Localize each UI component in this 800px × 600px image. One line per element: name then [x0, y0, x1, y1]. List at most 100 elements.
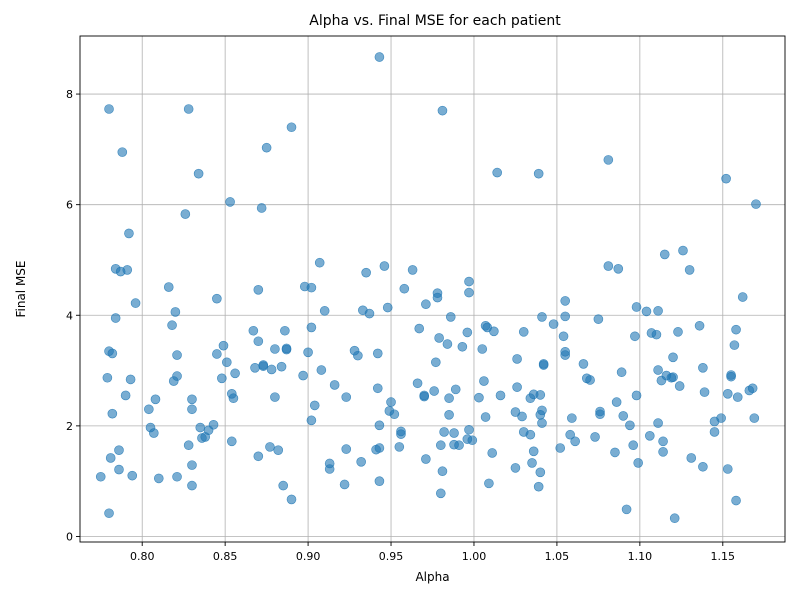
- data-point: [195, 422, 206, 433]
- data-point: [95, 471, 106, 482]
- data-point: [464, 287, 474, 298]
- data-point: [610, 447, 620, 458]
- data-point: [104, 104, 114, 114]
- data-point: [659, 249, 670, 260]
- data-point: [117, 147, 128, 157]
- data-point: [212, 293, 222, 304]
- data-point: [678, 245, 688, 256]
- data-point: [144, 404, 154, 415]
- data-point: [698, 363, 708, 373]
- data-point: [281, 344, 292, 355]
- data-point: [630, 331, 640, 342]
- y-tick-label: 0: [66, 530, 73, 543]
- data-point: [421, 299, 431, 310]
- data-point: [187, 460, 197, 470]
- data-point: [487, 448, 498, 458]
- data-point: [167, 320, 177, 331]
- data-point: [172, 371, 182, 381]
- data-point: [407, 265, 418, 275]
- data-point: [479, 376, 489, 386]
- data-point: [225, 197, 235, 207]
- data-point: [721, 173, 731, 184]
- data-point: [341, 444, 352, 454]
- data-point: [653, 365, 663, 375]
- data-point: [230, 368, 240, 379]
- data-point: [674, 381, 685, 391]
- x-tick-label: 0.90: [296, 550, 321, 563]
- data-point: [625, 420, 635, 431]
- x-tick-label: 1.15: [711, 550, 736, 563]
- data-point: [510, 463, 521, 473]
- x-tick-label: 0.85: [213, 550, 238, 563]
- data-point: [578, 359, 589, 369]
- data-point: [432, 292, 443, 303]
- data-point: [593, 314, 604, 324]
- data-point: [621, 504, 632, 515]
- data-point: [429, 386, 439, 396]
- data-point: [444, 410, 454, 420]
- data-point: [105, 453, 116, 463]
- data-point: [631, 390, 642, 401]
- data-point: [560, 296, 571, 306]
- data-point: [537, 312, 547, 322]
- data-point: [319, 306, 330, 316]
- data-point: [603, 261, 614, 271]
- data-point: [444, 393, 454, 404]
- data-point: [558, 331, 569, 342]
- chart-title: Alpha vs. Final MSE for each patient: [309, 13, 561, 29]
- data-point: [309, 400, 320, 411]
- data-points: [95, 52, 761, 524]
- data-point: [538, 359, 549, 369]
- data-point: [379, 261, 390, 271]
- data-point: [364, 308, 375, 319]
- data-point: [256, 203, 267, 213]
- data-point: [616, 367, 627, 378]
- data-point: [149, 428, 159, 438]
- data-point: [394, 442, 405, 452]
- data-point: [673, 327, 683, 337]
- data-point: [399, 283, 410, 294]
- data-point: [698, 461, 708, 472]
- data-point: [726, 370, 736, 380]
- data-point: [361, 267, 371, 278]
- data-point: [731, 495, 741, 506]
- data-point: [273, 445, 284, 456]
- data-point: [217, 373, 227, 384]
- data-point: [218, 340, 229, 351]
- data-point: [374, 52, 385, 62]
- gridlines: [80, 36, 785, 542]
- data-point: [153, 473, 164, 484]
- data-point: [314, 257, 325, 268]
- data-point: [628, 440, 639, 451]
- data-point: [374, 420, 385, 431]
- data-point: [372, 348, 383, 359]
- data-point: [421, 454, 431, 464]
- x-tick-label: 1.10: [628, 550, 653, 563]
- data-point: [535, 467, 546, 478]
- data-point: [435, 440, 446, 451]
- data-point: [477, 344, 488, 354]
- data-point: [464, 424, 474, 435]
- data-point: [228, 393, 239, 404]
- data-point: [658, 436, 668, 447]
- data-point: [570, 436, 580, 447]
- data-point: [633, 458, 643, 468]
- data-point: [527, 458, 537, 468]
- data-point: [226, 436, 237, 447]
- data-point: [414, 323, 425, 334]
- data-point: [104, 346, 114, 357]
- data-point: [533, 481, 544, 492]
- data-point: [484, 478, 494, 489]
- data-point: [374, 476, 385, 486]
- plot-frame: [79, 35, 786, 543]
- y-tick-label: 4: [66, 309, 73, 322]
- data-point: [751, 199, 761, 209]
- data-point: [747, 383, 758, 394]
- data-point: [110, 313, 121, 323]
- data-point: [611, 397, 622, 407]
- data-point: [462, 327, 473, 338]
- y-axis-label: Final MSE: [14, 260, 28, 317]
- x-axis-ticks: 0.80 0.85 0.90 0.95 1.00 1.05 1.10 1.15: [130, 542, 735, 563]
- data-point: [613, 264, 624, 274]
